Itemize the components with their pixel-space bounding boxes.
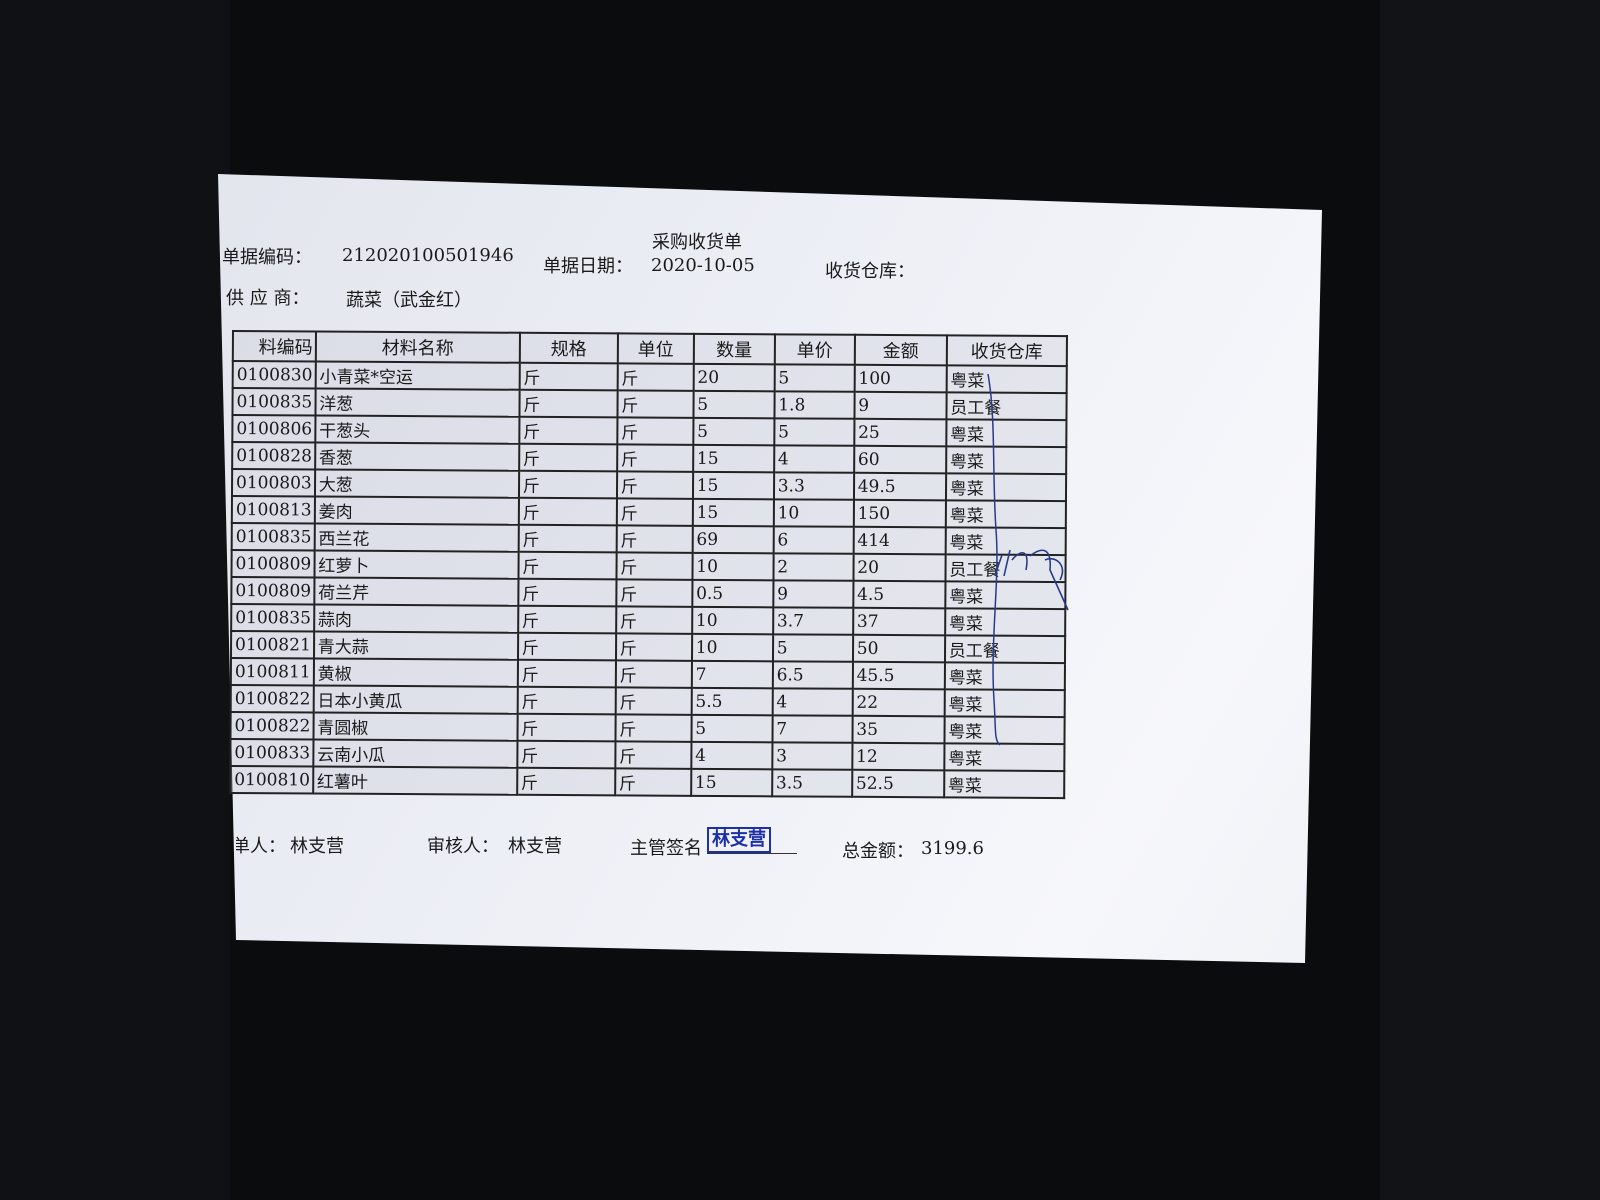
signature-bracket-stroke — [987, 373, 1001, 746]
signature-underline — [707, 853, 797, 854]
maker: 林支营 — [290, 836, 344, 857]
document-title: 采购收货单 — [652, 232, 742, 253]
maker-label: 单人： — [232, 836, 286, 857]
reviewer: 林支营 — [508, 836, 562, 857]
date-label: 单据日期： — [543, 256, 633, 277]
supervisor-label: 主管签名 — [630, 838, 702, 859]
supervisor-stamp: 林支营 — [707, 827, 771, 853]
background-panel — [1380, 0, 1600, 1200]
supplier: 蔬菜（武金红） — [346, 290, 472, 311]
supplier-label: 供 应 商： — [226, 288, 310, 309]
date: 2020-10-05 — [651, 255, 755, 276]
doc-no: 212020100501946 — [342, 245, 514, 266]
doc-no-label: 单据编码： — [222, 247, 312, 268]
total-label: 总金额： — [842, 841, 914, 862]
total: 3199.6 — [921, 838, 984, 859]
signature-scribble — [994, 549, 1069, 611]
warehouse-label: 收货仓库： — [825, 261, 915, 282]
reviewer-label: 审核人： — [427, 836, 499, 857]
background-panel — [0, 0, 230, 1200]
